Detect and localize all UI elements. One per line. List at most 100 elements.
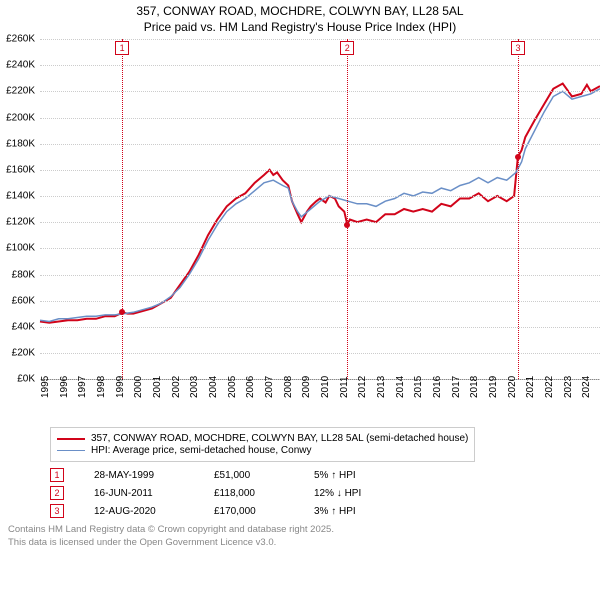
gridline <box>40 301 600 302</box>
gridline <box>40 222 600 223</box>
event-dot <box>119 309 125 315</box>
x-tick-label: 2018 <box>469 376 480 398</box>
gridline <box>40 118 600 119</box>
x-tick-label: 2006 <box>245 376 256 398</box>
plot-region: £0K£20K£40K£60K£80K£100K£120K£140K£160K£… <box>40 39 600 380</box>
x-tick-label: 2004 <box>208 376 219 398</box>
event-date: 12-AUG-2020 <box>94 506 184 517</box>
y-tick-label: £80K <box>0 269 35 280</box>
legend-row: 357, CONWAY ROAD, MOCHDRE, COLWYN BAY, L… <box>57 433 468 444</box>
series-red <box>40 84 600 323</box>
x-tick-label: 2020 <box>507 376 518 398</box>
gridline <box>40 353 600 354</box>
x-tick-label: 2023 <box>563 376 574 398</box>
legend-swatch <box>57 438 85 440</box>
event-delta: 12% ↓ HPI <box>314 488 414 499</box>
gridline <box>40 327 600 328</box>
y-tick-label: £160K <box>0 164 35 175</box>
y-tick-label: £180K <box>0 138 35 149</box>
chart-title: 357, CONWAY ROAD, MOCHDRE, COLWYN BAY, L… <box>0 0 600 35</box>
event-index-box: 1 <box>50 468 64 482</box>
event-date: 28-MAY-1999 <box>94 470 184 481</box>
legend-swatch <box>57 450 85 451</box>
x-tick-label: 2016 <box>432 376 443 398</box>
y-tick-label: £120K <box>0 217 35 228</box>
gridline <box>40 248 600 249</box>
x-tick-label: 2012 <box>357 376 368 398</box>
x-tick-label: 2008 <box>283 376 294 398</box>
title-line1: 357, CONWAY ROAD, MOCHDRE, COLWYN BAY, L… <box>0 4 600 20</box>
y-tick-label: £240K <box>0 60 35 71</box>
series-blue <box>40 89 600 322</box>
title-line2: Price paid vs. HM Land Registry's House … <box>0 20 600 36</box>
x-tick-label: 2003 <box>189 376 200 398</box>
event-dot <box>515 154 521 160</box>
event-delta: 3% ↑ HPI <box>314 506 414 517</box>
x-tick-label: 2014 <box>395 376 406 398</box>
gridline <box>40 91 600 92</box>
x-tick-label: 2005 <box>227 376 238 398</box>
x-tick-label: 2019 <box>488 376 499 398</box>
x-tick-label: 1995 <box>40 376 51 398</box>
y-tick-label: £200K <box>0 112 35 123</box>
y-tick-label: £0K <box>0 374 35 385</box>
x-tick-label: 2024 <box>581 376 592 398</box>
event-vline <box>518 39 519 379</box>
event-table: 1 28-MAY-1999 £51,000 5% ↑ HPI 2 16-JUN-2011 £… <box>50 468 600 518</box>
gridline <box>40 196 600 197</box>
x-tick-label: 1997 <box>77 376 88 398</box>
x-tick-label: 2022 <box>544 376 555 398</box>
event-dot <box>344 222 350 228</box>
event-price: £51,000 <box>214 470 284 481</box>
event-price: £118,000 <box>214 488 284 499</box>
line-series-svg <box>40 39 600 379</box>
gridline <box>40 39 600 40</box>
gridline <box>40 170 600 171</box>
x-tick-label: 1999 <box>115 376 126 398</box>
x-tick-label: 2011 <box>339 377 350 399</box>
footer-attribution: Contains HM Land Registry data © Crown c… <box>8 524 600 549</box>
event-marker: 1 <box>115 41 129 55</box>
legend: 357, CONWAY ROAD, MOCHDRE, COLWYN BAY, L… <box>50 427 475 462</box>
event-row: 3 12-AUG-2020 £170,000 3% ↑ HPI <box>50 504 600 518</box>
x-tick-label: 2007 <box>264 376 275 398</box>
gridline <box>40 275 600 276</box>
event-row: 1 28-MAY-1999 £51,000 5% ↑ HPI <box>50 468 600 482</box>
event-vline <box>347 39 348 379</box>
event-vline <box>122 39 123 379</box>
chart-area: £0K£20K£40K£60K£80K£100K£120K£140K£160K£… <box>40 39 600 399</box>
legend-label: HPI: Average price, semi-detached house,… <box>91 445 312 456</box>
x-tick-label: 2001 <box>152 376 163 398</box>
legend-label: 357, CONWAY ROAD, MOCHDRE, COLWYN BAY, L… <box>91 433 468 444</box>
event-index-box: 2 <box>50 486 64 500</box>
event-marker: 2 <box>340 41 354 55</box>
y-tick-label: £60K <box>0 295 35 306</box>
event-index-box: 3 <box>50 504 64 518</box>
y-tick-label: £20K <box>0 348 35 359</box>
x-tick-label: 2000 <box>133 376 144 398</box>
x-tick-label: 2002 <box>171 376 182 398</box>
event-price: £170,000 <box>214 506 284 517</box>
gridline <box>40 144 600 145</box>
y-tick-label: £100K <box>0 243 35 254</box>
x-tick-label: 2009 <box>301 376 312 398</box>
footer-line1: Contains HM Land Registry data © Crown c… <box>8 524 600 536</box>
x-tick-label: 2017 <box>451 376 462 398</box>
y-tick-label: £220K <box>0 86 35 97</box>
footer-line2: This data is licensed under the Open Gov… <box>8 537 600 549</box>
event-marker: 3 <box>511 41 525 55</box>
legend-row: HPI: Average price, semi-detached house,… <box>57 445 468 456</box>
y-tick-label: £260K <box>0 34 35 45</box>
x-tick-label: 2010 <box>320 376 331 398</box>
y-tick-label: £40K <box>0 321 35 332</box>
x-tick-label: 2015 <box>413 376 424 398</box>
x-tick-label: 2013 <box>376 376 387 398</box>
event-date: 16-JUN-2011 <box>94 488 184 499</box>
x-tick-label: 1998 <box>96 376 107 398</box>
gridline <box>40 65 600 66</box>
event-delta: 5% ↑ HPI <box>314 470 414 481</box>
x-tick-label: 1996 <box>59 376 70 398</box>
event-row: 2 16-JUN-2011 £118,000 12% ↓ HPI <box>50 486 600 500</box>
x-tick-label: 2021 <box>525 376 536 398</box>
y-tick-label: £140K <box>0 191 35 202</box>
